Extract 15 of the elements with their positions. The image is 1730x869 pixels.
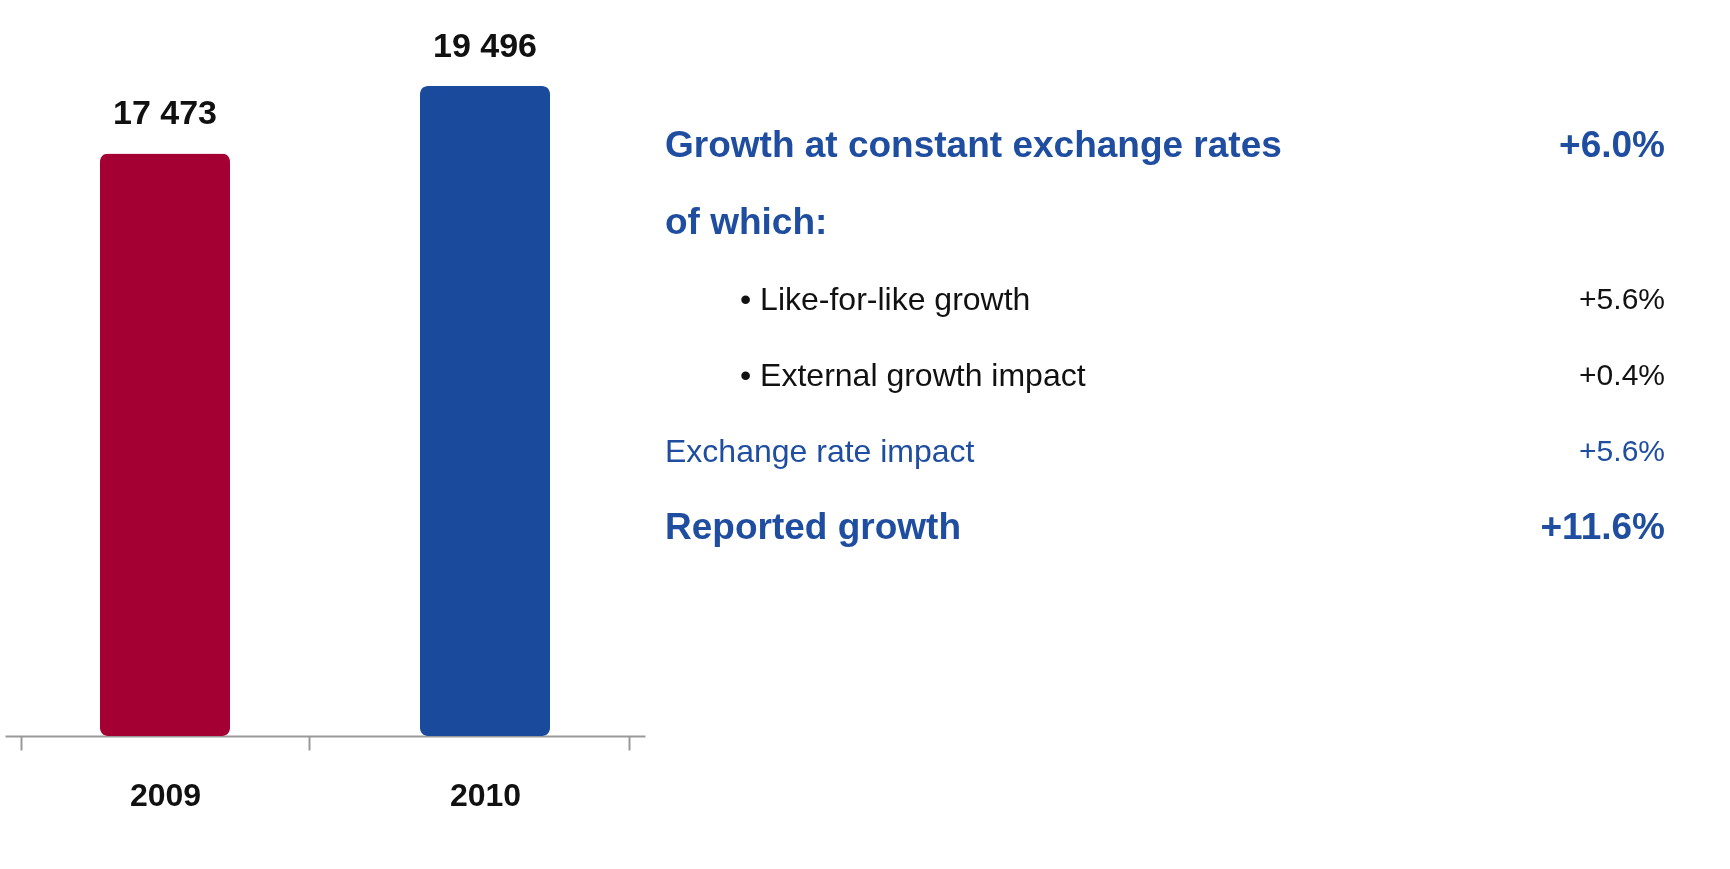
text: • Like-for-like growth [740, 281, 1031, 317]
text: +5.6% [1579, 434, 1665, 467]
x-tick-label: 2010 [449, 776, 522, 813]
x-tick-label: 2009 [129, 776, 202, 813]
text: +11.6% [1540, 506, 1665, 547]
text: +0.4% [1579, 358, 1665, 391]
text: Growth at constant exchange rates [665, 124, 1282, 165]
text: +6.0% [1559, 124, 1665, 165]
text: Reported growth [665, 506, 961, 547]
text: +5.6% [1579, 282, 1665, 315]
text: • External growth impact [740, 357, 1086, 393]
data-label: 19 496 [433, 26, 537, 64]
text: of which: [665, 201, 828, 242]
data-label: 17 473 [113, 93, 217, 132]
text: Exchange rate impact [665, 433, 975, 469]
